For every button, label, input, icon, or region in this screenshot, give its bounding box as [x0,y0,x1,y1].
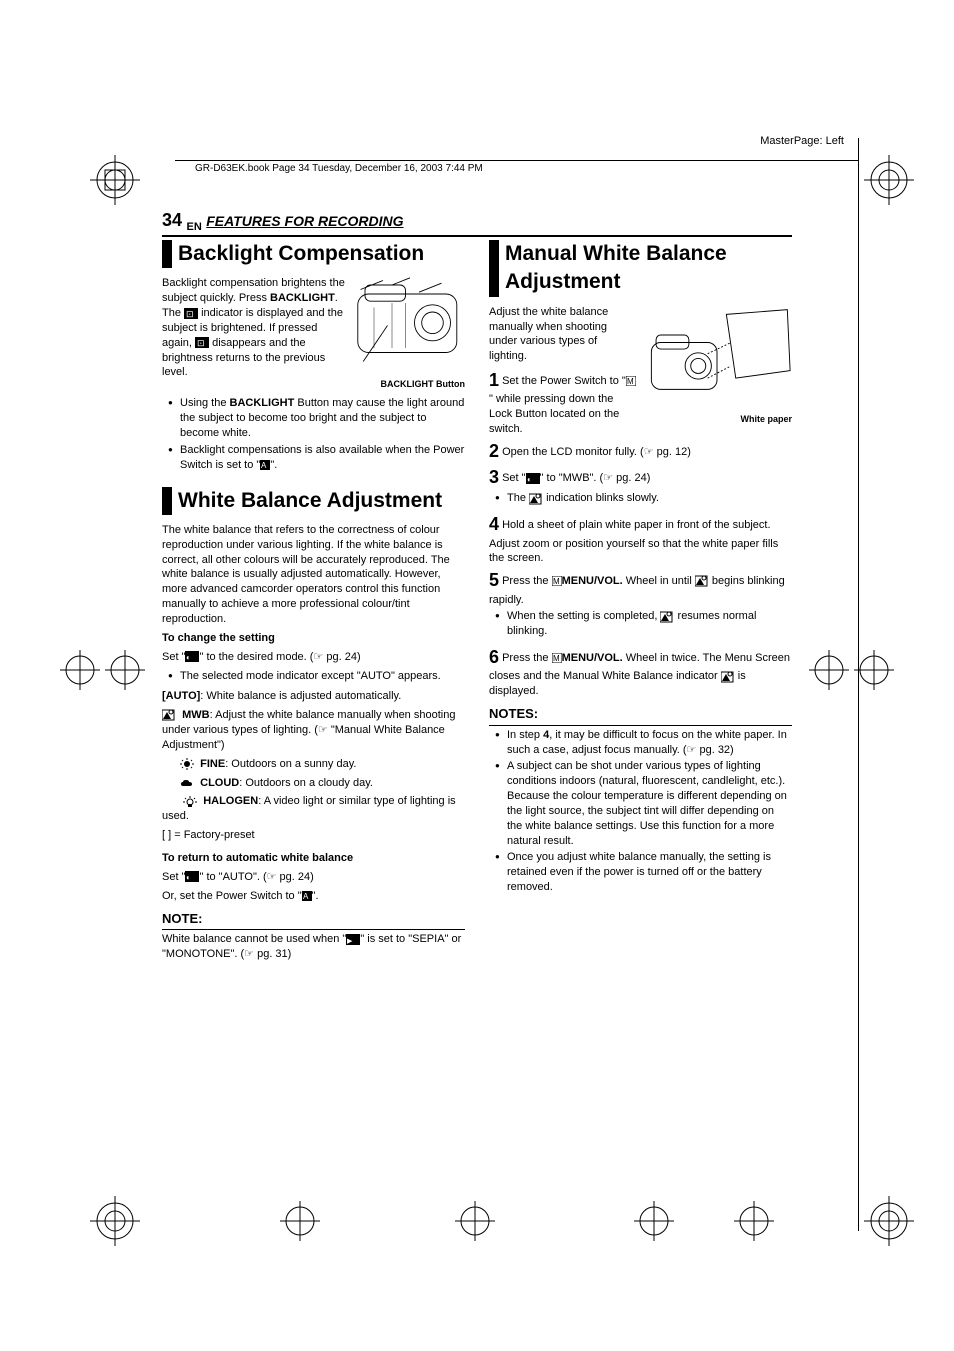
crosshair-icon [854,650,894,690]
crosshair-icon [455,1201,495,1241]
notes-rule [489,725,792,726]
bullet-item: In step 4, it may be difficult to focus … [499,728,792,758]
svg-text:⊡: ⊡ [186,309,194,319]
halogen-line: HALOGEN: A video light or similar type o… [162,794,465,824]
mwb-icon [162,709,176,721]
notes-list: In step 4, it may be difficult to focus … [489,728,792,895]
wb-icon: ◐ [185,651,199,662]
set-auto-line: Set "◐" to "AUTO". (☞ pg. 24) [162,870,465,885]
backlight-indicator-icon: ⊡ [195,337,209,348]
content-columns: Backlight Compensation Backlig [162,236,792,966]
crosshair-icon [809,650,849,690]
notes-heading: NOTES: [489,705,792,723]
backlight-indicator-icon: ⊡ [184,308,198,319]
running-header: 34 EN FEATURES FOR RECORDING [162,210,792,237]
auto-line: [AUTO]: White balance is adjusted automa… [162,689,465,704]
bullet-item: The indication blinks slowly. [499,491,792,506]
page-lang: EN [186,221,201,233]
page: MasterPage: Left GR-D63EK.book Page 34 T… [0,0,954,1351]
crosshair-icon [734,1201,774,1241]
page-number: 34 [162,210,182,230]
step-3: 3 Set "◐" to "MWB". (☞ pg. 24) [489,465,792,489]
crosshair-icon [60,650,100,690]
halogen-icon [183,796,197,808]
note-rule [162,929,465,930]
effect-icon: ▶ [346,934,360,945]
bullet-item: When the setting is completed, resumes n… [499,609,792,639]
registration-mark-icon [859,150,919,210]
backlight-caption: BACKLIGHT Button [162,378,465,390]
section-title: FEATURES FOR RECORDING [206,213,403,229]
svg-text:A: A [261,461,267,470]
sun-icon [180,758,194,770]
to-return-heading: To return to automatic white balance [162,851,465,866]
crosshair-icon [105,650,145,690]
mwb-icon [529,493,543,505]
registration-mark-icon [859,1191,919,1251]
step-6: 6 Press the MMENU/VOL. Wheel in twice. T… [489,645,792,699]
svg-text:◐: ◐ [186,653,191,662]
whitepaper-icon [642,305,792,408]
wb-icon: ◐ [526,473,540,484]
set-to-line: Set "◐" to the desired mode. (☞ pg. 24) [162,650,465,665]
bullet-item: The selected mode indicator except "AUTO… [172,669,465,684]
backlight-illustration [355,276,465,371]
backlight-bullets: Using the BACKLIGHT Button may cause the… [162,396,465,472]
a-mode-icon: A [260,460,270,470]
svg-text:M: M [553,577,560,586]
svg-text:M: M [553,654,560,663]
step-5: 5 Press the MMENU/VOL. Wheel in until be… [489,568,792,607]
svg-text:◐: ◐ [527,475,532,484]
whitepaper-caption: White paper [642,413,792,425]
mwb-icon [721,671,735,683]
bullet-item: A subject can be shot under various type… [499,759,792,848]
cloud-line: CLOUD: Outdoors on a cloudy day. [162,776,465,791]
bullet-item: Once you adjust white balance manually, … [499,850,792,895]
step-4: 4 Hold a sheet of plain white paper in f… [489,512,792,566]
heading-backlight: Backlight Compensation [162,240,465,268]
svg-text:A: A [303,892,309,901]
step-3-sub: The indication blinks slowly. [489,491,792,506]
mwb-icon [660,611,674,623]
svg-text:◐: ◐ [186,873,191,882]
step-5-sub: When the setting is completed, resumes n… [489,609,792,639]
mwb-line: MWB: Adjust the white balance manually w… [162,708,465,753]
wb-paragraph: The white balance that refers to the cor… [162,523,465,627]
registration-mark-icon [85,150,145,210]
camcorder-icon [355,276,465,366]
a-mode-icon: A [302,891,312,901]
wb-bullets: The selected mode indicator except "AUTO… [162,669,465,684]
cloud-icon [180,777,194,789]
fine-line: FINE: Outdoors on a sunny day. [162,757,465,772]
bullet-item: Backlight compensations is also availabl… [172,443,465,473]
or-set-line: Or, set the Power Switch to "A". [162,889,465,904]
wb-icon: ◐ [185,871,199,882]
to-change-heading: To change the setting [162,631,465,646]
left-column: Backlight Compensation Backlig [162,236,465,966]
note-heading: NOTE: [162,910,465,928]
crop-bar: GR-D63EK.book Page 34 Tuesday, December … [175,160,859,183]
svg-text:▶: ▶ [347,938,353,945]
step-2: 2 Open the LCD monitor fully. (☞ pg. 12) [489,439,792,463]
crop-bar-text: GR-D63EK.book Page 34 Tuesday, December … [195,163,483,174]
right-column: Manual White Balance Adjustment White pa… [489,236,792,966]
bullet-item: Using the BACKLIGHT Button may cause the… [172,396,465,441]
masterpage-label: MasterPage: Left [760,135,844,147]
svg-text:M: M [627,377,634,386]
crosshair-icon [634,1201,674,1241]
note-body: White balance cannot be used when "▶" is… [162,932,465,962]
factory-line: [ ] = Factory-preset [162,828,465,843]
m-mode-icon: M [626,376,636,386]
mwb-icon [695,575,709,587]
m-icon: M [552,576,562,586]
crosshair-icon [280,1201,320,1241]
svg-text:⊡: ⊡ [197,338,205,348]
mwb-illustration: White paper [642,305,792,410]
heading-wb: White Balance Adjustment [162,487,465,515]
registration-mark-icon [85,1191,145,1251]
heading-mwb: Manual White Balance Adjustment [489,240,792,297]
m-icon: M [552,653,562,663]
